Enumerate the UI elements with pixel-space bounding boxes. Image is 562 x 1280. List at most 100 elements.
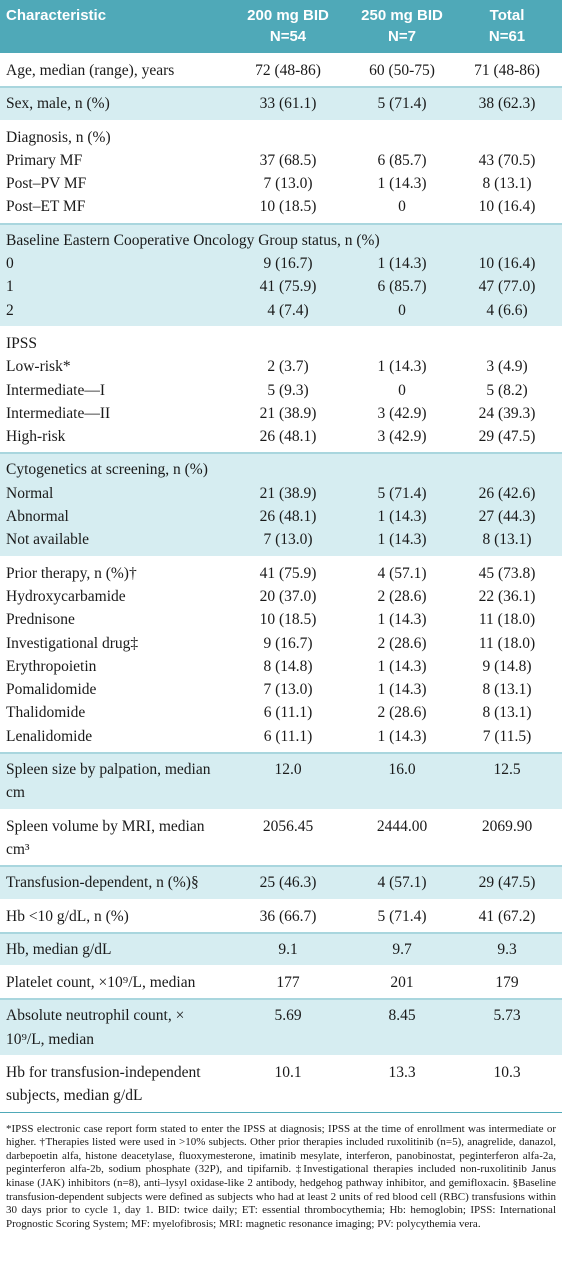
cell-value: 26 (48.1) <box>259 428 317 446</box>
cell-value: 26 (48.1) <box>259 508 317 526</box>
row-group: Hb for transfusion-independent subjects,… <box>0 1055 562 1112</box>
cell-value: 1 (14.3) <box>377 255 427 273</box>
table-row: IPSS <box>0 327 562 355</box>
cell-value: 1 (14.3) <box>377 531 427 549</box>
cell-value: 11 (18.0) <box>478 611 536 629</box>
cell-value: 21 (38.9) <box>259 484 317 502</box>
cell-value: 7 (11.5) <box>482 727 532 745</box>
cell-value: 8.45 <box>388 1007 416 1025</box>
cell-value: 13.3 <box>388 1063 416 1081</box>
row-label: Not available <box>6 531 90 549</box>
row-group: Diagnosis, n (%) Primary MF 37 (68.5) 6 (85… <box>0 120 562 224</box>
cell-value: 5 (71.4) <box>377 484 427 502</box>
row-label: Prior therapy, n (%)† <box>6 564 137 582</box>
cell-value: 0 <box>398 198 406 216</box>
cell-value: 8 (13.1) <box>482 681 532 699</box>
header-cell: Total N=61 <box>452 0 562 54</box>
table-row: 0 9 (16.7) 1 (14.3) 10 (16.4) <box>0 252 562 275</box>
row-label: 2 <box>6 301 14 319</box>
cell-value: 4 (6.6) <box>486 301 528 319</box>
table-row: Prior therapy, n (%)† 41 (75.9) 4 (57.1) 45… <box>0 557 562 585</box>
row-label: Intermediate—II <box>6 404 111 422</box>
cell-value: 24 (39.3) <box>478 404 536 422</box>
cell-value: 38 (62.3) <box>478 95 536 113</box>
cell-value: 10 (16.4) <box>478 198 536 216</box>
table-row: Age, median (range), years 72 (48-86) 60 (… <box>0 54 562 87</box>
cell-value: 6 (85.7) <box>377 278 427 296</box>
cell-value: 5 (71.4) <box>377 907 427 925</box>
cell-value: 4 (57.1) <box>377 564 427 582</box>
cell-value: 1 (14.3) <box>377 611 427 629</box>
row-group: Sex, male, n (%) 33 (61.1) 5 (71.4) 38 (62.… <box>0 87 562 121</box>
table-row: Platelet count, ×10⁹/L, median 177 201 179 <box>0 966 562 999</box>
row-label: Cytogenetics at screening, n (%) <box>6 461 208 479</box>
cell-value: 2 (3.7) <box>267 358 309 376</box>
row-label: Intermediate—I <box>6 381 105 399</box>
table-row: Baseline Eastern Cooperative Oncology Gr… <box>0 224 562 252</box>
table-row: Thalidomide 6 (11.1) 2 (28.6) 8 (13.1) <box>0 701 562 724</box>
table-row: Intermediate—II 21 (38.9) 3 (42.9) 24 (39.3… <box>0 402 562 425</box>
cell-value: 1 (14.3) <box>377 175 427 193</box>
table-row: Spleen size by palpation, median cm 12.0 1… <box>0 753 562 810</box>
cell-value: 2056.45 <box>262 817 314 835</box>
table-row: Primary MF 37 (68.5) 6 (85.7) 43 (70.5) <box>0 149 562 172</box>
cell-value: 5 (8.2) <box>486 381 528 399</box>
row-label: 0 <box>6 255 14 273</box>
table-row: Absolute neutrophil count, × 10⁹/L, medi… <box>0 999 562 1056</box>
row-label: Prednisone <box>6 611 75 629</box>
cell-value: 8 (14.8) <box>263 657 313 675</box>
table-row: Erythropoietin 8 (14.8) 1 (14.3) 9 (14.8) <box>0 655 562 678</box>
cell-value: 1 (14.3) <box>377 358 427 376</box>
header-line: Total <box>489 7 525 24</box>
table-row: Sex, male, n (%) 33 (61.1) 5 (71.4) 38 (62.… <box>0 87 562 120</box>
row-label: Post–ET MF <box>6 198 86 216</box>
cell-value: 9 (14.8) <box>482 657 532 675</box>
cell-value: 71 (48-86) <box>474 62 540 79</box>
header-row: Characteristic 200 mg BID N=54 250 mg BID N=… <box>0 0 562 54</box>
cell-value: 9.7 <box>392 940 412 958</box>
table-row: Post–ET MF 10 (18.5) 0 10 (16.4) <box>0 195 562 223</box>
row-label: Post–PV MF <box>6 175 87 193</box>
row-label: Spleen size by palpation, median cm <box>6 761 211 802</box>
table-row: Cytogenetics at screening, n (%) <box>0 453 562 481</box>
cell-value: 2 (28.6) <box>377 587 427 605</box>
cell-value: 20 (37.0) <box>259 587 317 605</box>
row-group: Cytogenetics at screening, n (%) Normal 21… <box>0 453 562 557</box>
row-label: Pomalidomide <box>6 681 97 699</box>
row-label: Hb <10 g/dL, n (%) <box>6 907 129 925</box>
cell-value: 41 (75.9) <box>259 564 317 582</box>
cell-value: 25 (46.3) <box>259 874 317 892</box>
cell-value: 26 (42.6) <box>478 484 536 502</box>
row-group: Prior therapy, n (%)† 41 (75.9) 4 (57.1) 45… <box>0 556 562 753</box>
cell-value: 2444.00 <box>376 817 428 835</box>
table-row: Lenalidomide 6 (11.1) 1 (14.3) 7 (11.5) <box>0 725 562 753</box>
row-group: Transfusion-dependent, n (%)§ 25 (46.3) 4 … <box>0 866 562 900</box>
header-cell: Characteristic <box>0 0 224 54</box>
cell-value: 33 (61.1) <box>259 95 317 113</box>
cell-value: 9 (16.7) <box>263 634 313 652</box>
cell-value: 43 (70.5) <box>478 151 536 169</box>
table-row: Post–PV MF 7 (13.0) 1 (14.3) 8 (13.1) <box>0 172 562 195</box>
cell-value: 5.73 <box>493 1007 521 1025</box>
row-label: Age, median (range), years <box>6 62 175 79</box>
cell-value: 72 (48-86) <box>255 62 321 79</box>
row-label: Low-risk* <box>6 358 71 376</box>
cell-value: 60 (50-75) <box>369 62 435 79</box>
cell-value: 9 (16.7) <box>263 255 313 273</box>
table-row: Diagnosis, n (%) <box>0 121 562 149</box>
cell-value: 2 (28.6) <box>377 704 427 722</box>
row-label: IPSS <box>6 334 38 352</box>
cell-value: 1 (14.3) <box>377 727 427 745</box>
row-group: Absolute neutrophil count, × 10⁹/L, medi… <box>0 999 562 1056</box>
cell-value: 2069.90 <box>481 817 533 835</box>
cell-value: 29 (47.5) <box>478 874 536 892</box>
row-label: Hb, median g/dL <box>6 940 112 958</box>
table-row: 2 4 (7.4) 0 4 (6.6) <box>0 299 562 327</box>
cell-value: 9.3 <box>497 940 517 958</box>
table-row: High-risk 26 (48.1) 3 (42.9) 29 (47.5) <box>0 425 562 453</box>
cell-value: 7 (13.0) <box>263 531 313 549</box>
row-label: Spleen volume by MRI, median cm³ <box>6 817 205 858</box>
row-label: Primary MF <box>6 151 83 169</box>
row-label: Normal <box>6 484 54 502</box>
header-line: N=7 <box>388 28 416 45</box>
